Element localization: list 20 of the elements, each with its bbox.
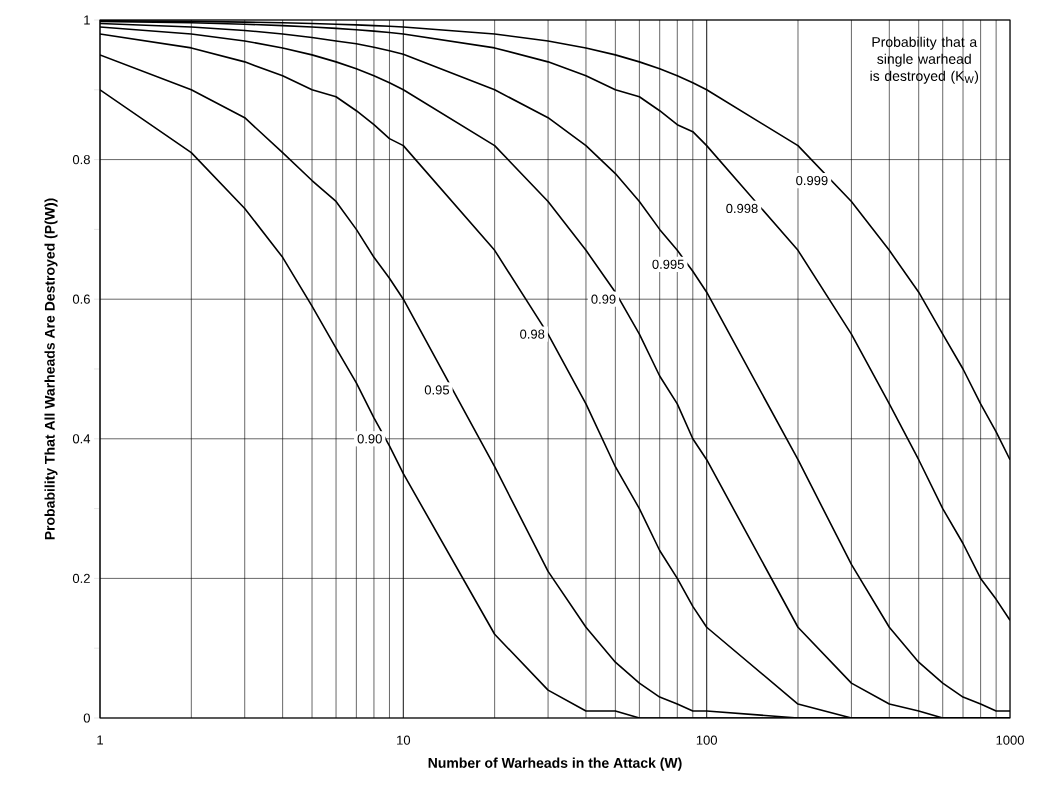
y-tick-label: 0.4	[72, 434, 91, 444]
series-label: 0.998	[726, 203, 758, 214]
series-label: 0.90	[357, 434, 382, 444]
x-tick-label: 100	[696, 735, 718, 745]
series-label: 0.95	[424, 385, 450, 395]
y-tick-label: 0	[83, 713, 90, 723]
series-label: 0.98	[520, 329, 545, 339]
series-label: 0.999	[796, 175, 828, 186]
x-tick-label: 10	[397, 735, 411, 745]
y-tick-label: 0.2	[72, 573, 90, 583]
y-axis-title: Probability That All Warheads Are Destroyed (P(W))	[44, 198, 58, 540]
series-label: 0.99	[591, 294, 616, 304]
x-tick-label: 1	[97, 735, 103, 745]
x-tick-label: 1000	[996, 735, 1024, 745]
series-label: 0.995	[652, 259, 684, 269]
legend-title: Probability that a single warhead is destroyed (K$_{W}$)	[870, 36, 979, 84]
x-axis-title: Number of Warheads in the Attack (W)	[428, 757, 682, 771]
y-tick-label: 1	[84, 15, 90, 25]
y-tick-label: 0.8	[72, 154, 90, 165]
y-tick-label: 0.6	[72, 294, 90, 304]
